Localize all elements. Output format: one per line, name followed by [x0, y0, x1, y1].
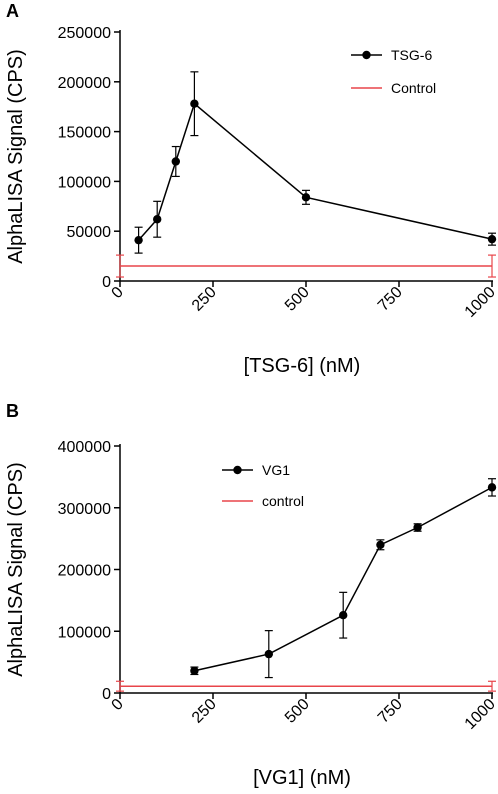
legend-entry-vg1: VG1 [222, 462, 290, 478]
y-tick-label: 0 [102, 274, 111, 291]
y-axis-title: AlphaLISA Signal (CPS) [5, 49, 27, 264]
chart-panel-a: A 0 50000 100000 150000 200000 250000 0 250 500 75… [5, 1, 498, 377]
y-tick-label: 250000 [58, 25, 111, 42]
x-tick-label: 1000 [462, 696, 498, 733]
y-tick-label: 50000 [67, 224, 112, 241]
x-tick-label: 1000 [462, 284, 498, 321]
legend-swatch-marker [233, 465, 242, 475]
x-tick-label: 250 [189, 696, 220, 727]
legend-swatch-marker [362, 50, 371, 60]
y-tick-label: 100000 [58, 174, 111, 191]
data-point [487, 234, 497, 244]
x-tick-label: 750 [375, 696, 406, 727]
y-axis-title: AlphaLISA Signal (CPS) [5, 462, 27, 677]
x-tick-label: 500 [282, 284, 313, 315]
data-point [376, 540, 385, 549]
panel-label: B [6, 401, 19, 421]
x-tick-label: 750 [375, 284, 406, 315]
y-tick-label: 0 [102, 686, 111, 703]
x-tick-label: 0 [109, 696, 127, 714]
x-tick-label: 0 [109, 284, 127, 302]
data-point [134, 235, 143, 245]
data-point [413, 523, 422, 532]
legend-entry-control: Control [351, 80, 436, 96]
legend-entry-tsg-6: TSG-6 [351, 47, 432, 63]
series-control [116, 254, 496, 278]
legend-label: TSG-6 [391, 47, 432, 63]
series-line [194, 486, 493, 672]
y-tick-label: 100000 [58, 624, 111, 641]
data-point [487, 483, 497, 492]
y-tick-label: 400000 [58, 439, 111, 456]
panel-label: A [6, 1, 19, 21]
series-tsg-6 [134, 71, 497, 254]
series-line [138, 102, 493, 241]
series-control [116, 680, 496, 692]
y-tick-label: 200000 [58, 563, 111, 580]
legend-label: Control [391, 80, 436, 96]
chart-panel-b: B 0 100000 200000 300000 400000 0 250 500 750 1000… [5, 401, 498, 789]
x-axis-title: [TSG-6] (nM) [244, 355, 361, 377]
y-tick-label: 200000 [58, 75, 111, 92]
x-tick-label: 250 [189, 284, 220, 315]
legend-label: VG1 [262, 462, 290, 478]
data-point [339, 610, 348, 620]
data-point [171, 157, 180, 166]
x-axis-title: [VG1] (nM) [253, 767, 351, 789]
data-point [264, 649, 273, 659]
data-point [190, 99, 199, 108]
series-vg1 [190, 478, 497, 679]
data-point [190, 666, 199, 675]
data-point [301, 193, 311, 202]
legend-entry-control: control [222, 493, 304, 509]
y-tick-label: 150000 [58, 125, 111, 142]
y-tick-label: 300000 [58, 501, 111, 518]
x-tick-label: 500 [282, 696, 313, 727]
data-point [153, 215, 162, 224]
legend-label: control [262, 493, 304, 509]
